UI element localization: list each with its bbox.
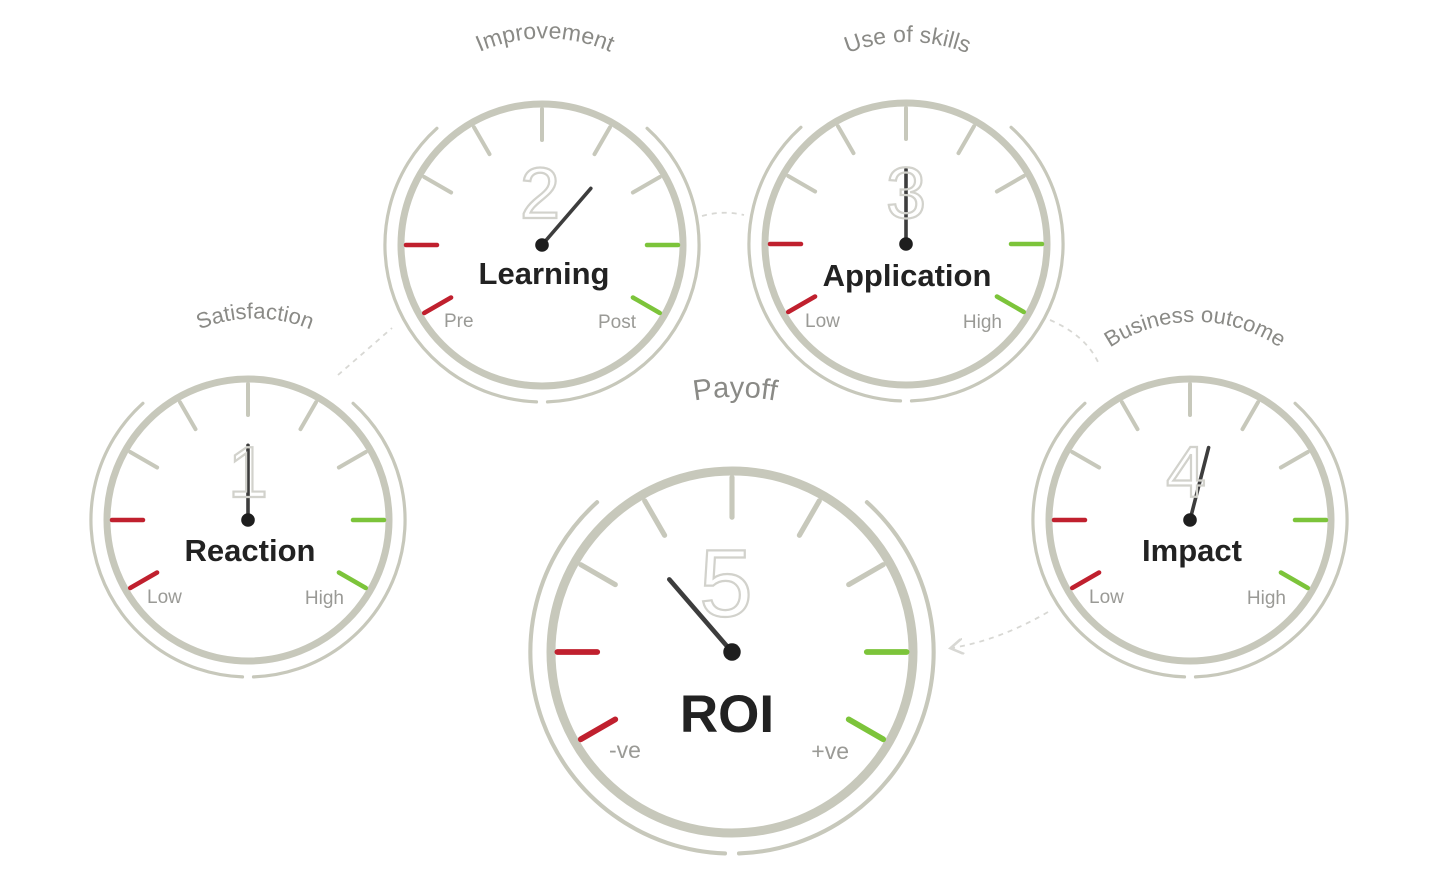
impact-tick <box>1278 450 1310 470</box>
impact-tick <box>1069 570 1102 591</box>
gauge-roi-name: ROI <box>680 685 774 744</box>
roi-tick <box>846 562 886 588</box>
gauge-impact-high-label: High <box>1247 588 1286 609</box>
learning-needle-hub <box>535 238 549 252</box>
connector-application-impact <box>1049 319 1099 363</box>
connector-reaction-learning <box>337 327 393 376</box>
impact-outer-arc-left <box>1031 401 1187 679</box>
application-tick <box>994 174 1026 194</box>
application-tick <box>786 174 818 194</box>
gauge-roi: 5 ROI Payoff -ve +ve <box>528 372 936 856</box>
reaction-tick <box>298 400 318 432</box>
roi-tick <box>796 498 822 538</box>
gauge-learning-low-label: Pre <box>444 311 474 332</box>
reaction-tick <box>336 570 369 591</box>
connector-learning-application <box>701 211 745 217</box>
gauge-reaction-high-label: High <box>305 588 344 609</box>
gauge-impact-arc-label: Business outcome <box>1100 302 1291 352</box>
reaction-outer-arc-left <box>89 401 245 679</box>
application-outer-arc-left <box>747 125 903 403</box>
gauge-reaction-name: Reaction <box>185 533 316 568</box>
gauge-reaction: 1 Reaction Satisfaction Low High <box>89 298 407 679</box>
connector-impact-roi <box>952 611 1049 648</box>
learning-outer-arc-right <box>545 126 701 404</box>
learning-needle <box>540 186 593 247</box>
impact-tick <box>1278 570 1311 591</box>
impact-needle <box>1188 445 1211 522</box>
gauge-impact-low-label: Low <box>1089 587 1124 608</box>
gauge-roi-high-label: +ve <box>811 738 849 764</box>
learning-tick <box>421 295 454 316</box>
reaction-outer-arc-right <box>251 401 407 679</box>
gauge-impact-arc-label-text: Business outcome <box>1100 302 1291 352</box>
gauge-application-dial <box>747 99 1065 403</box>
roi-outer-arc-right <box>736 500 936 856</box>
application-outer-arc-right <box>909 125 1065 403</box>
gauge-application-arc-label-text: Use of skills <box>841 21 975 58</box>
gauge-impact-dial <box>1031 375 1349 679</box>
gauge-roi-dial <box>528 466 936 856</box>
reaction-tick <box>128 450 160 470</box>
learning-tick <box>630 295 663 316</box>
gauge-roi-low-label: -ve <box>609 737 641 763</box>
gauge-roi-level-number: 5 <box>699 530 752 637</box>
application-tick <box>994 294 1027 315</box>
gauge-application-name: Application <box>823 258 992 293</box>
gauge-roi-arc-label: Payoff <box>691 372 781 408</box>
gauge-reaction-level-number: 1 <box>228 433 268 513</box>
gauge-learning-dial <box>383 100 701 404</box>
gauge-learning-high-label: Post <box>598 312 637 333</box>
learning-tick <box>472 125 492 157</box>
gauge-application-low-label: Low <box>805 311 840 332</box>
application-tick <box>785 294 818 315</box>
gauge-application-arc-label: Use of skills <box>841 21 975 58</box>
application-tick <box>836 124 856 156</box>
impact-tick <box>1070 450 1102 470</box>
impact-outer-arc-right <box>1193 401 1349 679</box>
gauge-application-high-label: High <box>963 312 1002 333</box>
roi-needle-hub <box>723 643 741 661</box>
gauge-impact-name: Impact <box>1142 533 1242 568</box>
roi-tick <box>577 716 619 743</box>
roi-outer-arc-left <box>528 500 728 856</box>
impact-needle-hub <box>1183 513 1197 527</box>
gauge-reaction-low-label: Low <box>147 587 182 608</box>
gauge-impact-level-number: 4 <box>1166 433 1206 513</box>
learning-outer-arc-left <box>383 126 539 404</box>
gauge-reaction-arc-label: Satisfaction <box>193 298 318 334</box>
gauge-learning-name: Learning <box>479 256 610 291</box>
connectors <box>337 211 1099 648</box>
roi-needle <box>666 577 735 655</box>
gauge-application: 3 Application Use of skills Low High <box>747 21 1065 403</box>
impact-tick <box>1120 400 1140 432</box>
application-needle-hub <box>899 237 913 251</box>
gauge-impact: 4 Impact Business outcome Low High <box>1031 302 1349 679</box>
roi-tick <box>642 498 668 538</box>
reaction-tick <box>336 450 368 470</box>
gauge-learning-arc-label-text: Improvement <box>472 17 619 57</box>
gauge-reaction-arc-label-text: Satisfaction <box>193 298 318 334</box>
roi-tick <box>578 562 618 588</box>
reaction-needle-hub <box>241 513 255 527</box>
learning-tick <box>592 125 612 157</box>
gauge-learning: 2 Learning Improvement Pre Post <box>383 17 701 404</box>
learning-tick <box>422 175 454 195</box>
impact-tick <box>1240 400 1260 432</box>
gauge-roi-arc-label-text: Payoff <box>691 372 781 408</box>
reaction-tick <box>178 400 198 432</box>
gauge-application-level-number: 3 <box>886 154 926 234</box>
gauge-learning-level-number: 2 <box>520 154 560 234</box>
roi-tick <box>845 716 887 743</box>
learning-tick <box>630 175 662 195</box>
gauge-reaction-dial <box>89 375 407 679</box>
reaction-tick <box>127 570 160 591</box>
gauge-learning-arc-label: Improvement <box>472 17 619 57</box>
application-tick <box>956 124 976 156</box>
